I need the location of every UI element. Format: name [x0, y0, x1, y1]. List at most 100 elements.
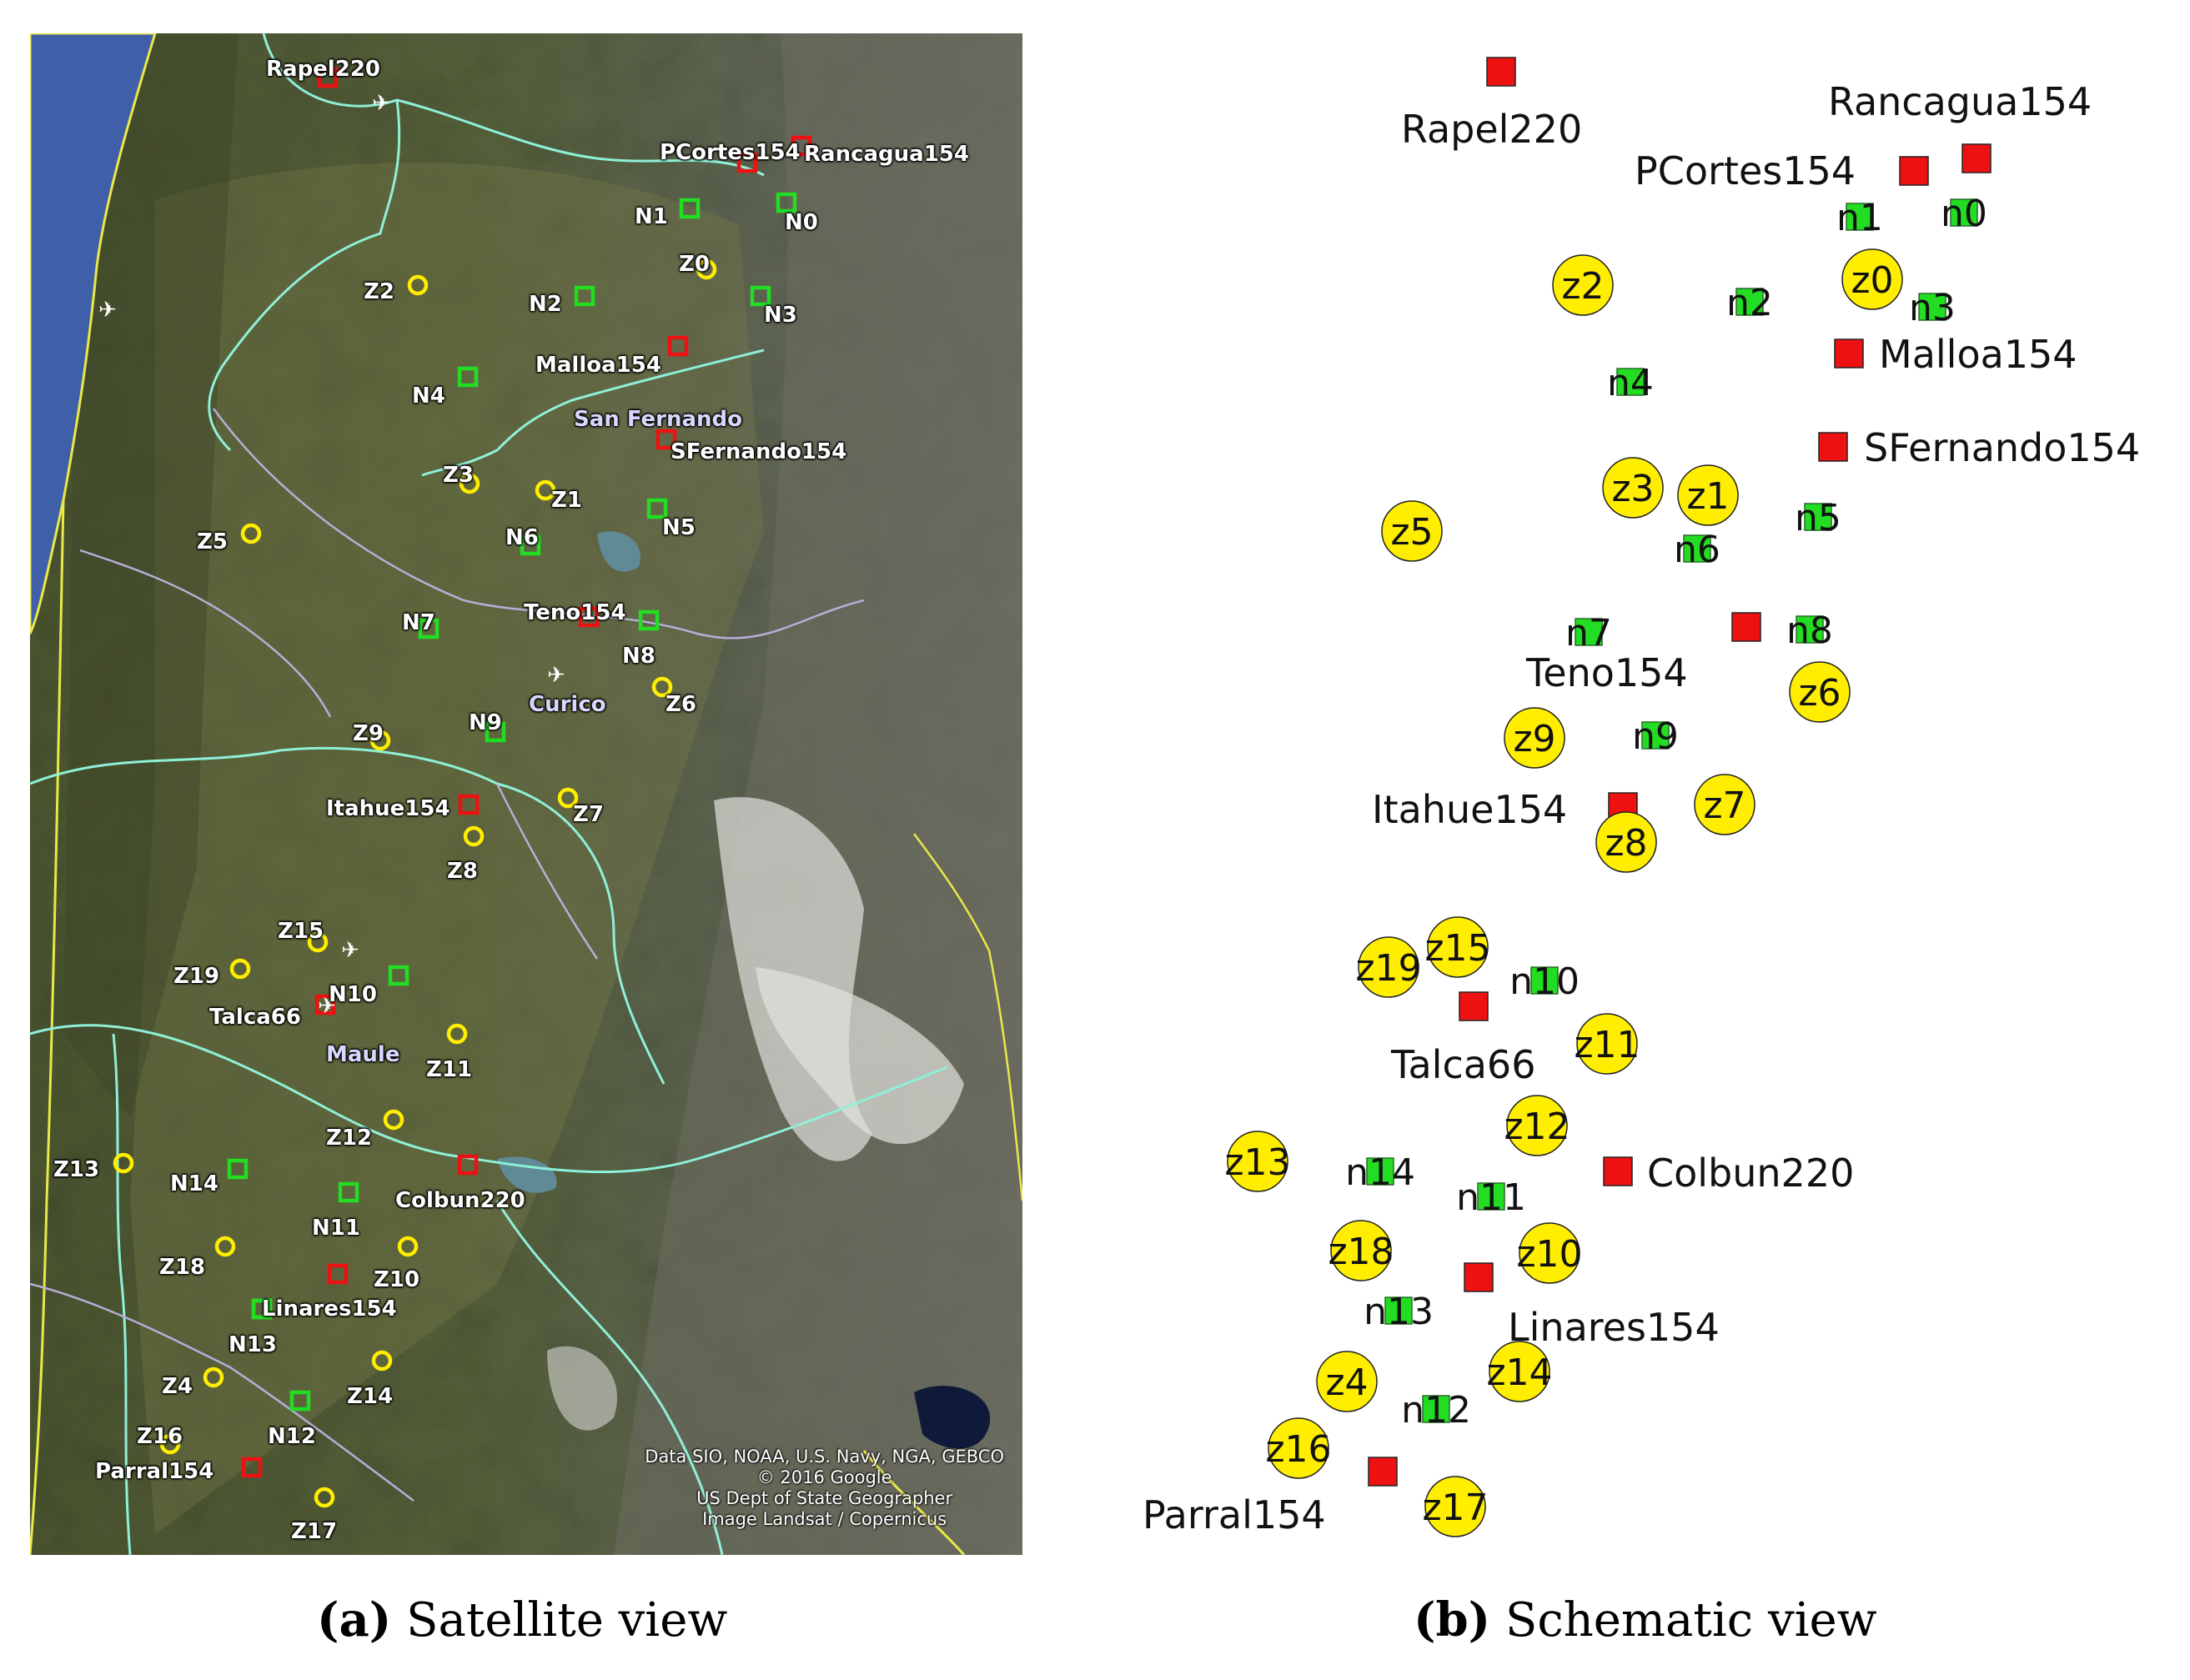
substation-label: Itahue154	[326, 796, 450, 821]
substation-label: SFernando154	[1864, 425, 2141, 470]
place-label: Maule	[326, 1042, 400, 1067]
node-marker	[1616, 368, 1645, 396]
caption-b-label: (b)	[1414, 1592, 1491, 1647]
node-marker	[750, 285, 771, 307]
zone-marker	[397, 1236, 419, 1257]
node-marker	[776, 192, 797, 213]
attribution-line: © 2016 Google	[756, 1467, 892, 1487]
node-label: N1	[635, 204, 668, 229]
zone-label: z12	[1504, 1106, 1570, 1148]
zone-marker	[203, 1367, 224, 1388]
schematic-view: n0 n1 n2 n3 n4 n5 n6 n7 n8 n9 n10 n11 n12 n13 n14 z0 z1 z…	[1224, 57, 1992, 1537]
substation-marker	[458, 794, 480, 815]
substation-marker	[241, 1457, 263, 1478]
zone-label: Z5	[197, 529, 228, 554]
substation-marker	[655, 429, 677, 450]
zone-label: z10	[1516, 1233, 1582, 1276]
zone-marker	[535, 479, 556, 501]
node-marker	[1683, 534, 1711, 563]
substation-label: Rapel220	[1401, 107, 1583, 152]
node-label: n1	[1836, 197, 1883, 239]
zone-label: Z2	[364, 279, 394, 304]
zone-marker	[159, 1433, 181, 1455]
zone-marker	[1330, 1220, 1392, 1281]
node-marker	[388, 965, 409, 986]
zone-marker	[1506, 1095, 1568, 1156]
substation-label: PCortes154	[1635, 148, 1856, 193]
zone-label: Z7	[573, 802, 604, 827]
zone-label: z0	[1851, 259, 1893, 302]
node-marker	[1846, 203, 1874, 231]
substation-marker	[317, 67, 339, 88]
zone-marker	[229, 958, 251, 980]
node-marker	[1366, 1157, 1394, 1186]
zone-label: Z8	[447, 859, 478, 884]
node-label: N11	[312, 1216, 360, 1241]
zone-label: Z12	[326, 1126, 373, 1151]
node-marker	[227, 1158, 249, 1180]
node-label: N14	[170, 1171, 218, 1196]
node-marker	[1641, 721, 1670, 750]
airport-icon: ✈	[98, 298, 117, 323]
place-label: San Fernando	[574, 407, 743, 432]
attribution-line: Data SIO, NOAA, U.S. Navy, NGA, GEBCO	[645, 1447, 1004, 1467]
zone-marker	[314, 1487, 335, 1508]
node-marker	[574, 285, 595, 307]
zone-marker	[214, 1236, 236, 1257]
zone-marker	[1595, 811, 1657, 873]
node-marker	[646, 498, 668, 519]
zone-marker	[1677, 464, 1739, 526]
substation-label: Colbun220	[395, 1188, 525, 1213]
zone-marker	[307, 931, 329, 953]
attribution-line: Image Landsat / Copernicus	[702, 1509, 947, 1529]
node-label: n14	[1345, 1151, 1415, 1194]
zone-label: Z17	[291, 1519, 338, 1544]
zone-marker	[446, 1023, 468, 1045]
substation-label: Malloa154	[1879, 332, 2077, 377]
zone-marker	[1576, 1013, 1638, 1075]
node-marker	[338, 1181, 359, 1203]
zone-label: z1	[1686, 475, 1729, 518]
substation-marker	[1464, 1262, 1494, 1292]
node-label: n9	[1632, 715, 1679, 758]
satellite-map: ✈ ✈ ✈ ✈ ✈ Rapel220 PCortes154 Rancagua154 Mallo…	[30, 33, 1022, 1555]
zone-label: Z9	[353, 721, 384, 746]
node-label: n6	[1674, 529, 1720, 571]
node-label: N2	[529, 292, 562, 317]
zone-label: z6	[1798, 672, 1841, 715]
substation-label: Parral154	[95, 1459, 214, 1484]
substation-marker	[1899, 156, 1929, 186]
node-marker	[1422, 1395, 1450, 1423]
node-marker	[1796, 615, 1824, 644]
caption-b-text: Schematic view	[1504, 1593, 1877, 1647]
node-label: N9	[469, 710, 502, 735]
zone-label: Z6	[666, 692, 696, 717]
zone-label: Z3	[443, 463, 474, 488]
zone-label: z19	[1355, 947, 1421, 990]
substation-label: SFernando154	[671, 439, 847, 464]
node-marker	[289, 1390, 311, 1412]
substation-label: Colbun220	[1647, 1151, 1855, 1196]
node-marker	[1384, 1296, 1413, 1325]
zone-label: z3	[1611, 468, 1654, 510]
zone-marker	[1602, 457, 1664, 519]
zone-label: Z15	[278, 919, 324, 944]
caption-a-label: (a)	[317, 1592, 392, 1647]
node-marker	[679, 198, 701, 219]
node-marker	[638, 609, 660, 631]
node-marker	[1477, 1182, 1505, 1211]
substation-marker	[1961, 143, 1992, 173]
zone-label: z11	[1574, 1024, 1640, 1066]
substation-label: Rapel220	[266, 57, 380, 82]
zone-label: z16	[1265, 1428, 1331, 1471]
zone-label: Z18	[159, 1255, 206, 1280]
substation-label: Rancagua154	[804, 142, 969, 167]
node-label: N3	[764, 303, 797, 328]
lake	[914, 1386, 991, 1449]
zone-marker	[1427, 916, 1489, 978]
node-marker	[1918, 293, 1946, 321]
node-label: n8	[1786, 609, 1833, 652]
substation-marker	[791, 135, 812, 157]
substation-marker	[1486, 57, 1516, 87]
zone-marker	[1424, 1476, 1486, 1537]
